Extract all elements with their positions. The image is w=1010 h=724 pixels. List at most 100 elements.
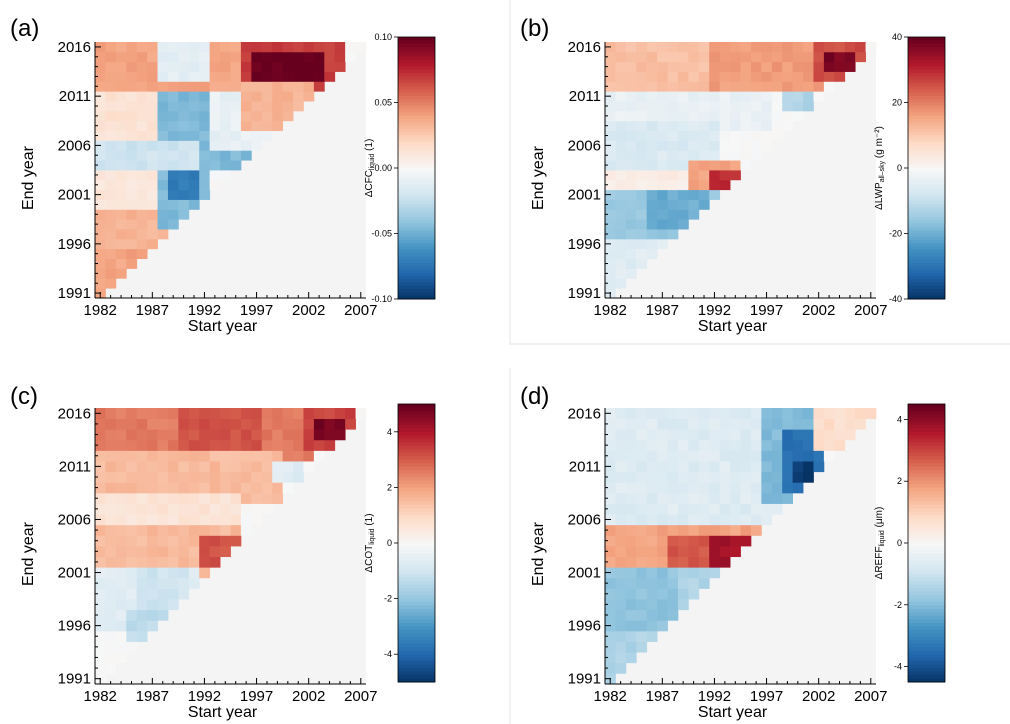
heatmap-cell bbox=[719, 439, 731, 451]
heatmap-cell bbox=[771, 51, 783, 63]
heatmap-cell bbox=[688, 524, 700, 536]
heatmap-cell bbox=[823, 439, 835, 451]
heatmap-cell bbox=[105, 42, 117, 53]
colorbar-segment bbox=[398, 522, 435, 527]
heatmap-cell bbox=[209, 140, 221, 151]
heatmap-cell bbox=[615, 620, 627, 632]
heatmap-cell bbox=[220, 61, 231, 72]
heatmap-cell bbox=[136, 492, 148, 504]
heatmap-cell bbox=[209, 170, 221, 181]
heatmap-cell bbox=[199, 91, 211, 102]
heatmap-cell bbox=[615, 110, 627, 122]
heatmap-cell bbox=[709, 120, 721, 132]
heatmap-cell bbox=[813, 418, 825, 430]
heatmap-cell bbox=[324, 418, 336, 430]
heatmap-cell bbox=[667, 42, 679, 53]
heatmap-cell bbox=[615, 439, 627, 451]
y-tick-label: 1991 bbox=[568, 671, 601, 688]
heatmap-cell bbox=[209, 179, 221, 191]
heatmap-cell bbox=[157, 61, 169, 72]
heatmap-cell bbox=[813, 42, 825, 53]
heatmap-cell bbox=[126, 81, 138, 92]
heatmap-cell bbox=[157, 71, 169, 82]
heatmap-cell bbox=[657, 418, 668, 430]
heatmap-cell bbox=[625, 524, 637, 536]
heatmap-cell bbox=[157, 535, 169, 547]
heatmap-cell bbox=[605, 71, 616, 82]
heatmap-cell bbox=[157, 170, 169, 181]
heatmap-cell bbox=[105, 418, 117, 430]
colorbar-segment bbox=[908, 220, 945, 225]
y-tick-label: 2011 bbox=[59, 458, 91, 475]
heatmap-cell bbox=[740, 461, 752, 473]
colorbar-segment bbox=[398, 414, 435, 419]
colorbar-segment bbox=[908, 223, 945, 228]
y-tick-label: 2001 bbox=[58, 565, 91, 582]
heatmap-cell bbox=[615, 61, 627, 72]
heatmap-cell bbox=[136, 91, 148, 102]
colorbar-segment bbox=[908, 168, 945, 172]
heatmap-cell bbox=[209, 130, 221, 141]
heatmap-cell bbox=[636, 170, 648, 181]
heatmap-cell bbox=[230, 130, 242, 141]
heatmap-cell bbox=[272, 408, 284, 420]
heatmap-cell bbox=[157, 503, 169, 515]
heatmap-cell bbox=[115, 179, 127, 191]
heatmap-cell bbox=[615, 91, 627, 102]
colorbar-segment bbox=[398, 256, 435, 261]
heatmap-cell bbox=[730, 140, 741, 151]
colorbar-segment bbox=[398, 556, 435, 561]
colorbar-segment bbox=[398, 508, 435, 513]
heatmap-cell bbox=[688, 51, 700, 63]
heatmap-cell bbox=[657, 429, 668, 441]
heatmap-cell bbox=[657, 482, 668, 494]
heatmap-cell bbox=[625, 503, 637, 515]
heatmap-cell bbox=[136, 514, 148, 526]
heatmap-cell bbox=[667, 101, 679, 112]
heatmap-cell bbox=[199, 120, 211, 132]
colorbar-segment bbox=[908, 145, 945, 149]
heatmap-cell bbox=[167, 471, 179, 483]
heatmap-cell bbox=[157, 524, 169, 536]
heatmap-cell bbox=[803, 81, 814, 92]
heatmap-cell bbox=[105, 524, 117, 536]
colorbar-segment bbox=[908, 249, 945, 254]
heatmap-cell bbox=[115, 439, 127, 451]
colorbar-segment bbox=[398, 138, 435, 143]
heatmap-cell bbox=[605, 81, 616, 92]
heatmap-cell bbox=[261, 408, 273, 420]
heatmap-cell bbox=[677, 170, 689, 181]
heatmap-cell bbox=[761, 503, 773, 515]
panel-b: (b) 1982 1987 1992 1997 2002 2007 1991 1996 2001 2… bbox=[509, 0, 1010, 345]
heatmap-cell bbox=[230, 51, 242, 63]
heatmap-cell bbox=[625, 130, 637, 141]
heatmap-cell bbox=[220, 546, 231, 558]
x-tick-label: 2002 bbox=[802, 302, 835, 319]
heatmap-cell bbox=[324, 61, 336, 72]
heatmap-cell bbox=[188, 546, 200, 558]
heatmap-cell bbox=[636, 503, 648, 515]
heatmap-cell bbox=[230, 120, 242, 132]
colorbar-segment bbox=[908, 661, 945, 666]
heatmap-cell bbox=[240, 418, 252, 430]
heatmap-cell bbox=[667, 91, 679, 102]
colorbar-segment bbox=[908, 243, 945, 248]
heatmap-cell bbox=[834, 429, 846, 441]
colorbar-segment bbox=[908, 184, 945, 189]
heatmap-cell bbox=[126, 439, 138, 451]
heatmap-cell bbox=[199, 170, 211, 181]
heatmap-cell bbox=[230, 140, 242, 151]
heatmap-cell bbox=[272, 51, 284, 63]
heatmap-cell bbox=[147, 546, 158, 558]
heatmap-cell bbox=[105, 662, 117, 674]
heatmap-cell bbox=[605, 229, 616, 240]
colorbar-segment bbox=[908, 138, 945, 143]
heatmap-cell bbox=[261, 91, 273, 102]
colorbar-segment bbox=[398, 581, 435, 586]
heatmap-cell bbox=[667, 110, 679, 122]
heatmap-cell bbox=[115, 140, 127, 151]
colorbar-label-sub: liquid bbox=[879, 530, 886, 546]
colorbar-segment bbox=[398, 577, 435, 582]
colorbar-segment bbox=[908, 59, 945, 64]
heatmap-cell bbox=[199, 556, 211, 568]
